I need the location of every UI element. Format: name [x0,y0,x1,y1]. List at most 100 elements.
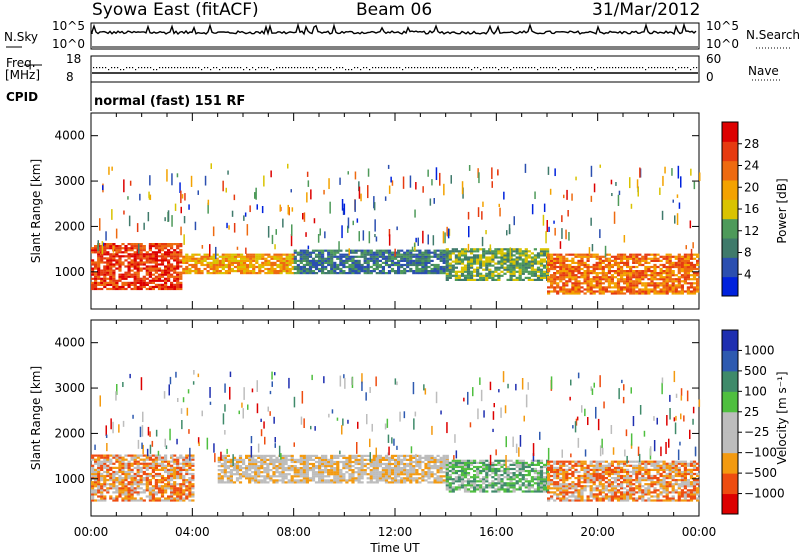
data-cell [629,288,633,291]
data-cell [647,284,651,287]
nave-point [594,69,596,71]
data-cell [565,292,569,295]
data-cell [692,288,697,291]
data-cell [683,259,687,262]
data-cell [559,272,563,275]
data-cell [491,270,495,273]
data-cell [342,479,346,482]
nave-point [207,67,209,69]
data-cell [568,485,572,488]
data-cell [179,454,183,457]
data-cell [127,489,131,492]
data-cell [616,278,621,281]
data-cell [439,272,443,275]
data-cell [629,257,633,260]
data-cell [592,286,596,289]
data-cell [527,266,531,269]
data-cell [665,274,669,277]
data-cell [348,456,352,459]
data-cell [400,265,404,269]
data-cell [138,243,140,254]
data-cell [491,256,495,259]
data-cell [562,497,566,500]
data-cell [124,479,128,482]
data-cell [559,485,563,488]
data-cell [571,265,575,269]
data-cell [97,265,101,268]
data-cell [562,491,566,494]
data-cell [665,276,669,279]
data-cell [559,491,563,494]
data-cell [565,276,569,279]
data-cell [445,472,449,475]
data-cell [190,175,193,187]
data-cell [433,263,437,267]
data-cell [164,483,168,486]
data-cell [562,460,566,463]
data-cell [164,468,168,471]
data-cell [394,458,398,461]
data-cell [130,499,134,502]
data-cell [665,282,669,285]
data-cell [381,249,385,252]
data-cell [179,249,183,252]
data-cell [412,255,416,258]
data-cell [151,458,155,461]
data-cell [220,458,224,461]
data-cell [170,493,174,496]
data-cell [412,261,416,264]
data-cell [207,199,210,206]
data-cell [384,467,389,470]
nave-point [327,67,329,69]
data-cell [124,497,128,500]
data-cell [275,481,279,484]
data-cell [593,183,596,193]
data-cell [497,250,501,253]
data-cell [176,253,180,256]
data-cell [243,255,247,258]
data-cell [164,454,168,457]
data-cell [345,460,349,464]
data-cell [121,281,125,284]
data-cell [97,255,101,258]
data-cell [381,475,385,478]
data-cell [170,273,174,276]
data-cell [173,257,177,260]
data-cell [212,257,216,260]
data-cell [278,471,282,474]
data-cell [185,259,189,262]
data-cell [362,230,365,241]
data-cell [263,477,267,480]
data-cell [565,257,569,260]
data-cell [409,465,413,468]
nave-point [222,67,224,69]
data-cell [176,287,180,291]
data-cell [157,251,162,254]
data-cell [342,473,346,476]
data-cell [412,454,416,457]
data-cell [260,475,264,478]
data-cell [225,187,227,193]
data-cell [160,249,165,252]
data-cell [133,497,137,500]
data-cell [497,274,501,277]
data-cell [288,272,292,275]
data-cell [662,288,666,291]
data-cell [272,471,276,474]
data-cell [173,462,177,465]
data-cell [170,464,174,467]
data-cell [565,489,569,492]
data-cell [279,257,283,260]
data-cell [683,265,687,269]
data-cell [500,260,504,263]
data-cell [97,251,101,254]
data-cell [148,497,152,500]
data-cell [154,245,158,248]
data-cell [668,284,672,287]
data-cell [200,259,204,262]
data-cell [121,466,125,469]
data-cell [157,462,162,465]
data-cell [97,470,101,474]
data-cell [565,468,569,471]
nave-point [135,69,137,71]
